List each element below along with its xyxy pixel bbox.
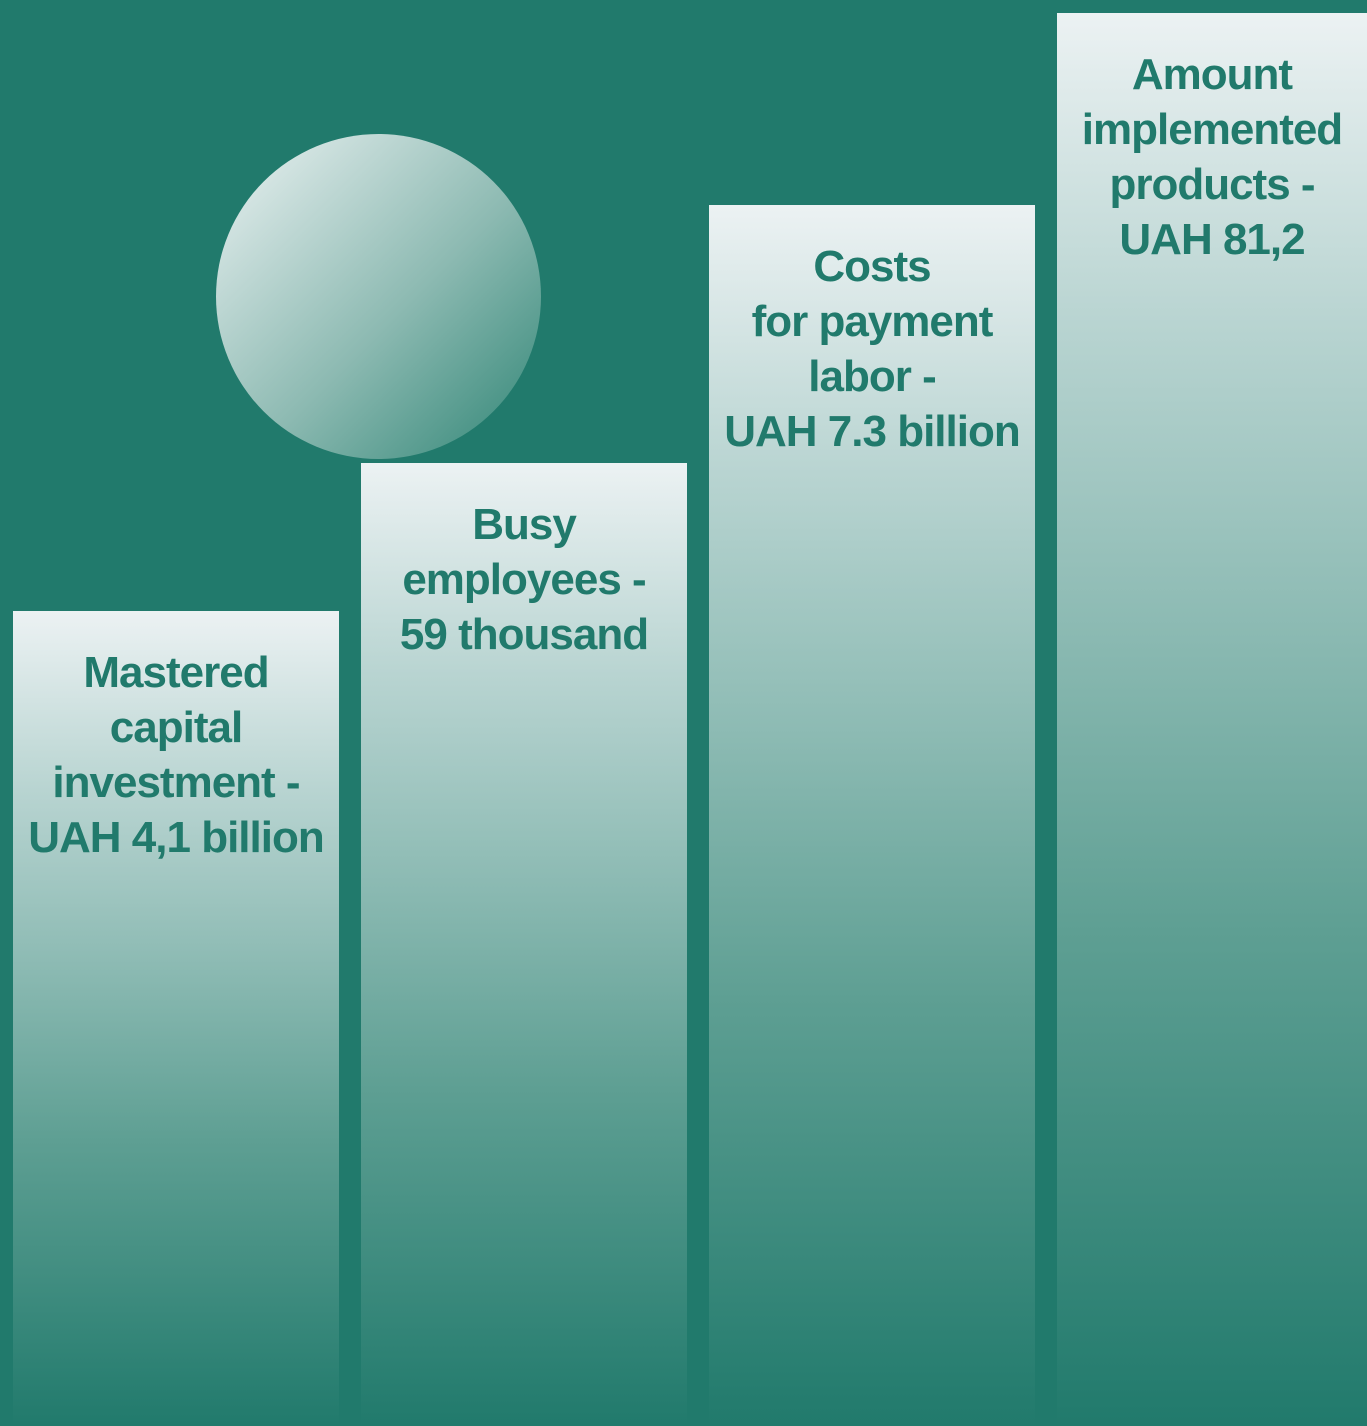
column-label-line: labor - [808,352,936,401]
column-label-line: products - [1109,160,1315,209]
column-label-line: investment - [52,758,300,807]
decorative-sphere [216,134,541,459]
column-label-line: implemented [1081,105,1343,154]
column-implemented-products: Amount implemented products - UAH 81,2 [1057,13,1367,1426]
column-label-line: employees - [402,555,646,604]
column-capital-investment: Mastered capital investment - UAH 4,1 bi… [13,611,339,1426]
column-label-line: capital [109,703,243,752]
column-label-line: for payment [751,297,994,346]
column-label-line: UAH 81,2 [1119,215,1305,264]
column-label-line: 59 thousand [399,610,649,659]
column-label-line: Costs [813,242,931,291]
column-labor-costs: Costs for payment labor - UAH 7.3 billio… [709,205,1035,1426]
column-label-line: UAH 7.3 billion [724,407,1020,456]
column-label-line: Mastered [83,648,269,697]
column-busy-employees: Busy employees - 59 thousand [361,463,687,1426]
column-label-line: Busy [472,500,577,549]
column-label-line: UAH 4,1 billion [28,813,324,862]
column-label-line: Amount [1131,50,1293,99]
